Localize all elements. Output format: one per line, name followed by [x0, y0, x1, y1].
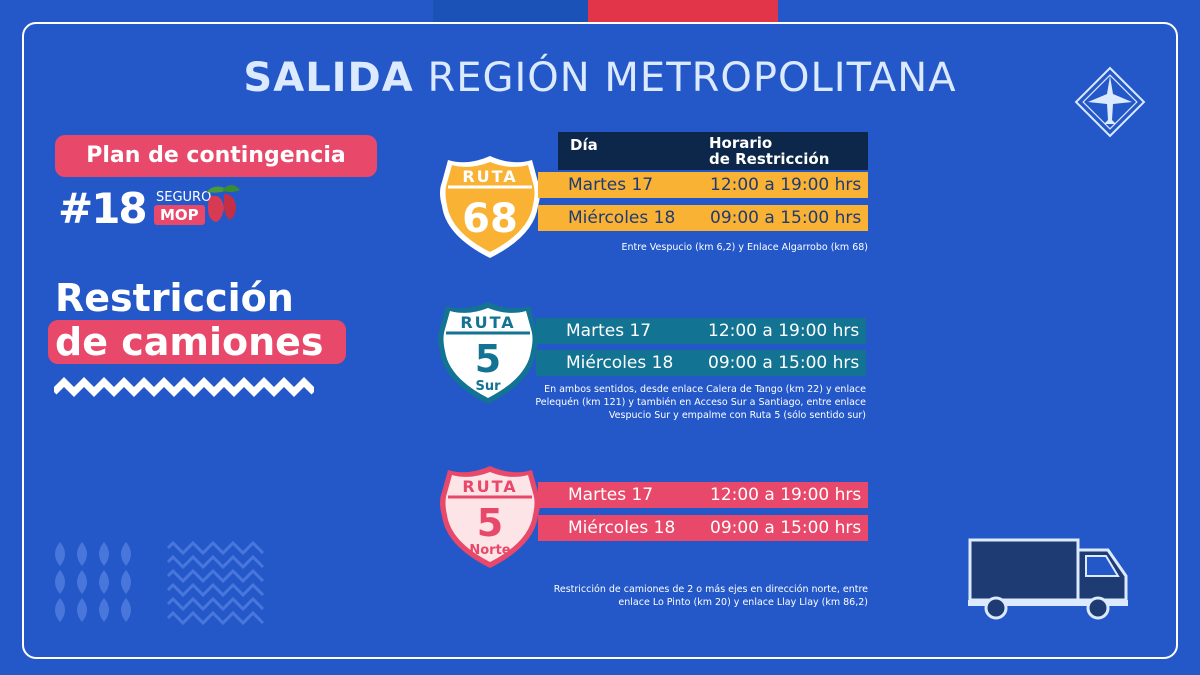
shield-ruta-5-sur: RUTA 5 Sur: [438, 302, 538, 404]
flag-stripe-red: [588, 0, 778, 22]
row-day: Martes 17: [568, 485, 654, 505]
route68-note: Entre Vespucio (km 6,2) y Enlace Algarro…: [540, 241, 868, 254]
header-schedule-line2: de Restricción: [709, 150, 830, 168]
row-hours: 12:00 a 19:00 hrs: [710, 485, 862, 505]
note-line: Entre Vespucio (km 6,2) y Enlace Algarro…: [621, 242, 868, 253]
row-hours: 12:00 a 19:00 hrs: [710, 175, 862, 195]
route68-row-1: Martes 17 12:00 a 19:00 hrs: [538, 172, 868, 198]
decorative-pattern-icon: [55, 540, 265, 626]
header-schedule: Horario de Restricción: [709, 135, 829, 167]
row-day: Miércoles 18: [568, 208, 676, 228]
table-header: Día Horario de Restricción: [558, 132, 868, 170]
zigzag-divider: [54, 377, 314, 397]
note-line: En ambos sentidos, desde enlace Calera d…: [544, 384, 866, 395]
plan-contingencia-badge: Plan de contingencia: [55, 135, 377, 177]
copihue-flower-icon: [206, 185, 240, 222]
route5sur-note: En ambos sentidos, desde enlace Calera d…: [520, 383, 866, 422]
restriction-title-line2: de camiones: [48, 320, 346, 364]
note-line: Vespucio Sur y empalme con Ruta 5 (sólo …: [608, 410, 866, 421]
shield-5norte-top: RUTA: [462, 477, 517, 496]
page-title: SALIDA REGIÓN METROPOLITANA: [0, 55, 1200, 101]
truck-icon: [968, 538, 1128, 620]
route5sur-row-1: Martes 17 12:00 a 19:00 hrs: [536, 318, 866, 344]
title-bold: SALIDA: [243, 55, 414, 101]
shield-5sur-sub: Sur: [475, 379, 501, 394]
content-frame: [22, 22, 1178, 659]
note-line: Restricción de camiones de 2 o más ejes …: [553, 584, 868, 595]
note-line: Pelequén (km 121) y también en Acceso Su…: [535, 397, 866, 408]
shield-5sur-number: 5: [475, 337, 501, 381]
shield-ruta-5-norte: RUTA 5 Norte: [440, 466, 540, 568]
route5norte-row-2: Miércoles 18 09:00 a 15:00 hrs: [538, 515, 868, 541]
row-day: Martes 17: [568, 175, 654, 195]
shield-5norte-number: 5: [477, 501, 503, 545]
hashtag-text: #18: [58, 184, 148, 233]
shield-5norte-sub: Norte: [469, 543, 510, 558]
row-hours: 09:00 a 15:00 hrs: [710, 208, 862, 228]
header-schedule-line1: Horario: [709, 134, 773, 152]
row-day: Martes 17: [566, 321, 652, 341]
row-hours: 09:00 a 15:00 hrs: [710, 518, 862, 538]
route5sur-row-2: Miércoles 18 09:00 a 15:00 hrs: [536, 350, 866, 376]
shield-5sur-top: RUTA: [460, 313, 515, 332]
route5norte-note: Restricción de camiones de 2 o más ejes …: [520, 583, 868, 609]
note-line: enlace Lo Pinto (km 20) y enlace Llay Ll…: [618, 597, 868, 608]
flag-stripe-blue: [433, 0, 588, 22]
row-day: Miércoles 18: [568, 518, 676, 538]
hashtag-logo: #18 SEGURO MOP: [58, 184, 248, 234]
airplane-diamond-icon: [1074, 66, 1146, 138]
hashtag-mop: MOP: [154, 205, 205, 225]
title-rest: REGIÓN METROPOLITANA: [427, 55, 957, 101]
shield-68-number: 68: [462, 196, 518, 242]
row-hours: 09:00 a 15:00 hrs: [708, 353, 860, 373]
header-day: Día: [570, 136, 598, 154]
shield-ruta-68: RUTA 68: [440, 156, 540, 258]
shield-68-top: RUTA: [462, 167, 517, 186]
row-day: Miércoles 18: [566, 353, 674, 373]
route68-row-2: Miércoles 18 09:00 a 15:00 hrs: [538, 205, 868, 231]
hashtag-seguro: SEGURO: [156, 190, 212, 205]
row-hours: 12:00 a 19:00 hrs: [708, 321, 860, 341]
restriction-title-line1: Restricción: [55, 276, 294, 320]
route5norte-row-1: Martes 17 12:00 a 19:00 hrs: [538, 482, 868, 508]
